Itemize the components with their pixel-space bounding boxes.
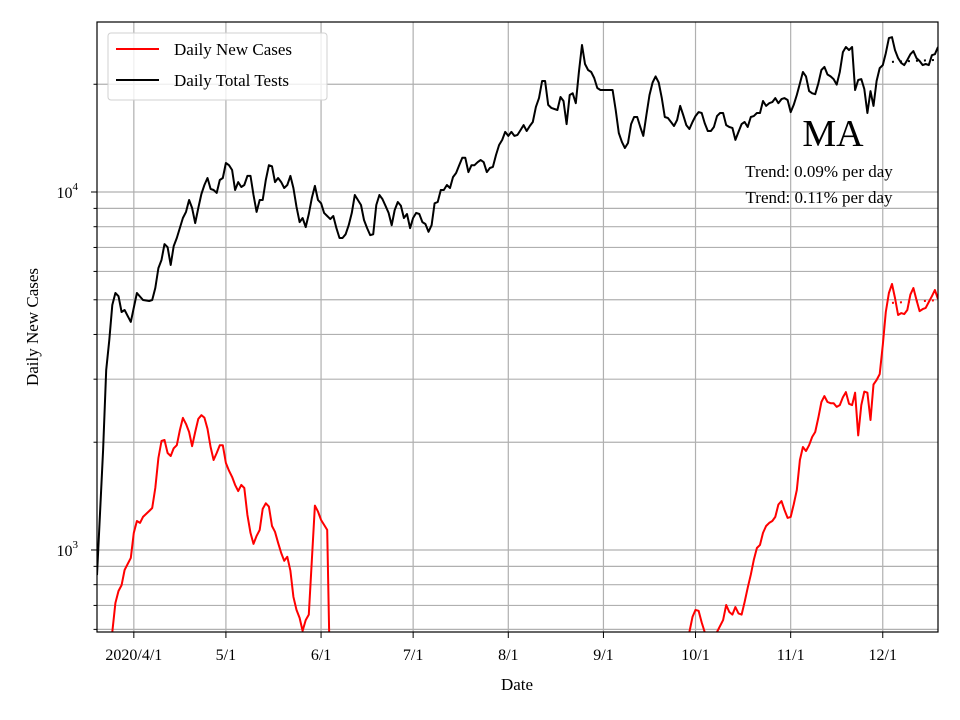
x-tick-label: 5/1 xyxy=(216,647,236,664)
series-line-cases xyxy=(111,414,331,632)
series-line-cases xyxy=(688,283,938,632)
x-tick-label: 9/1 xyxy=(593,647,613,664)
x-tick-label: 6/1 xyxy=(311,647,331,664)
y-tick-label: 104 xyxy=(57,181,79,202)
legend-box xyxy=(107,32,328,101)
y-axis-label: Daily New Cases xyxy=(23,268,42,386)
x-tick-label: 2020/4/1 xyxy=(105,647,162,664)
series-lines xyxy=(97,36,938,632)
trend-line-cases xyxy=(891,299,938,304)
x-tick-label: 7/1 xyxy=(403,647,423,664)
chart-title: MA xyxy=(802,113,864,155)
x-axis-label: Date xyxy=(501,675,533,694)
legend-label-cases: Daily New Cases xyxy=(174,40,292,59)
trend-annotation-tests: Trend: 0.11% per day xyxy=(746,188,893,207)
x-tick-label: 8/1 xyxy=(498,647,518,664)
x-tick-label: 12/1 xyxy=(869,647,897,664)
plot-frame xyxy=(96,21,939,633)
legend: Daily New Cases Daily Total Tests xyxy=(107,32,328,101)
x-tick-label: 10/1 xyxy=(681,647,709,664)
series-line-tests xyxy=(97,36,938,576)
x-tick-label: 11/1 xyxy=(777,647,805,664)
trend-annotation-cases: Trend: 0.09% per day xyxy=(745,162,893,181)
y-tick-label: 103 xyxy=(57,539,79,560)
axis-ticks: 103 104 2020/4/1 5/1 6/1 7/1 8/1 9/1 10/1 11/1 12/… xyxy=(57,83,897,664)
grid-lines xyxy=(97,22,938,632)
legend-label-tests: Daily Total Tests xyxy=(174,71,289,90)
